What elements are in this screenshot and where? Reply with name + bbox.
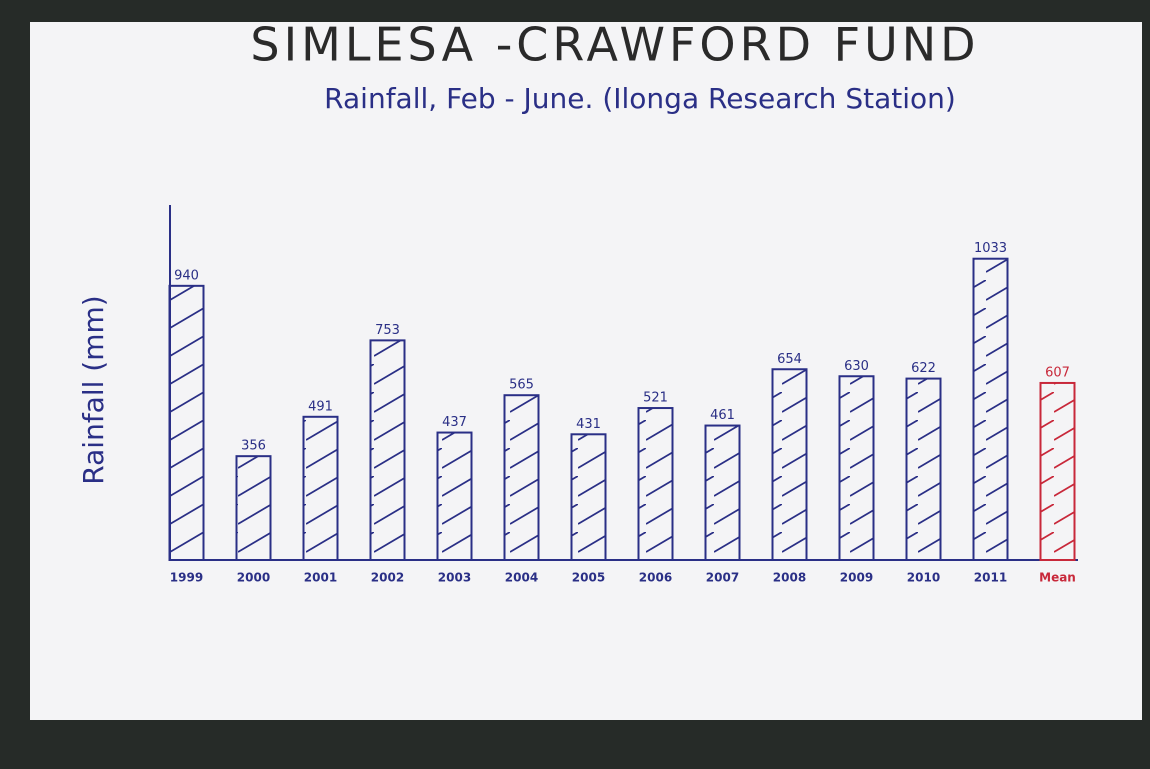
chart-title: SIMLESA -CRAWFORD FUND	[250, 18, 979, 72]
data-label: 607	[1045, 365, 1070, 380]
data-label: 461	[710, 408, 735, 423]
x-tick-label: 2009	[840, 571, 873, 585]
chart-subtitle: Rainfall, Feb - June. (Ilonga Research S…	[324, 82, 956, 115]
x-tick-label: 2003	[438, 571, 471, 585]
bar	[704, 424, 741, 561]
x-tick-label: 2004	[505, 571, 538, 585]
x-tick-label: 2007	[706, 571, 739, 585]
x-tick-label: 2011	[974, 571, 1007, 585]
bar	[838, 375, 875, 561]
data-label: 630	[844, 359, 869, 374]
bar	[637, 407, 674, 561]
paper	[30, 22, 1142, 720]
bar	[570, 433, 607, 561]
bar	[905, 377, 942, 562]
data-label: 431	[576, 417, 601, 432]
bar	[436, 431, 473, 561]
bar	[1039, 381, 1076, 562]
data-label: 521	[643, 391, 668, 406]
x-tick-label: 2001	[304, 571, 337, 585]
data-label: 622	[911, 361, 936, 376]
data-label: 491	[308, 399, 333, 414]
bar	[302, 415, 339, 561]
x-tick-label: 2006	[639, 571, 672, 585]
bar	[771, 368, 808, 561]
x-tick-label: Mean	[1039, 571, 1076, 585]
data-label: 940	[174, 268, 199, 283]
bar	[503, 394, 540, 562]
bar	[168, 284, 205, 561]
x-tick-label: 1999	[170, 571, 203, 585]
x-tick-label: 2008	[773, 571, 806, 585]
x-tick-label: 2002	[371, 571, 404, 585]
data-label: 356	[241, 439, 266, 454]
x-tick-label: 2005	[572, 571, 605, 585]
x-tick-label: 2000	[237, 571, 270, 585]
bar	[235, 455, 272, 561]
bar	[369, 339, 406, 561]
bar	[972, 257, 1009, 561]
data-label: 654	[777, 352, 802, 367]
data-label: 437	[442, 415, 467, 430]
data-label: 753	[375, 323, 400, 338]
data-label: 1033	[974, 241, 1007, 256]
y-axis-label: Rainfall (mm)	[77, 295, 110, 484]
x-tick-label: 2010	[907, 571, 940, 585]
data-label: 565	[509, 378, 534, 393]
